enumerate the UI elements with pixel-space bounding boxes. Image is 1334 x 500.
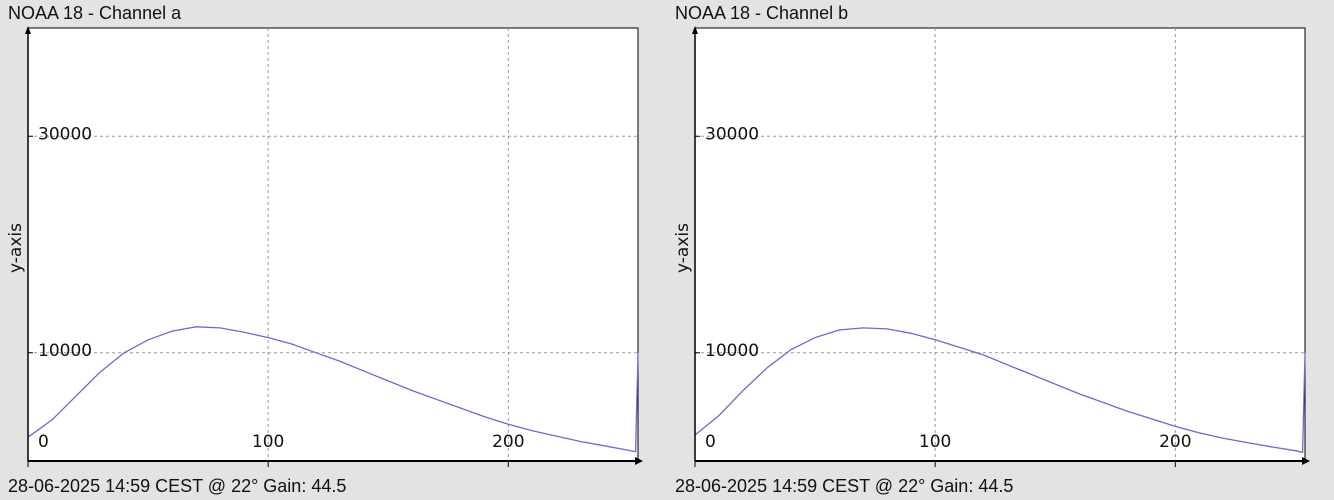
arrow (635, 457, 643, 465)
x-tick-label: 100 (252, 432, 284, 452)
arrow (1302, 457, 1310, 465)
x-tick-label: 200 (492, 432, 524, 452)
caption: 28-06-2025 14:59 CEST @ 22° Gain: 44.5 (8, 476, 346, 496)
chart-title: NOAA 18 - Channel a (8, 3, 182, 23)
y-axis-label: y-axis (6, 223, 26, 273)
data-line (694, 327, 1306, 454)
x-tick-label: 0 (38, 432, 49, 452)
y-tick-label: 30000 (38, 124, 92, 144)
y-tick-label: 30000 (705, 124, 759, 144)
plot-area (27, 27, 639, 462)
chart-title: NOAA 18 - Channel b (675, 3, 848, 23)
y-tick-label: 10000 (38, 341, 92, 361)
arrow (25, 26, 31, 34)
x-tick-label: 0 (705, 432, 716, 452)
x-tick-label: 100 (919, 432, 951, 452)
plot-area (694, 27, 1306, 462)
data-line (27, 326, 639, 453)
y-axis-label: y-axis (673, 223, 693, 273)
caption: 28-06-2025 14:59 CEST @ 22° Gain: 44.5 (675, 476, 1013, 496)
x-tick-label: 200 (1159, 432, 1191, 452)
arrow (692, 26, 698, 34)
y-tick-label: 10000 (705, 341, 759, 361)
